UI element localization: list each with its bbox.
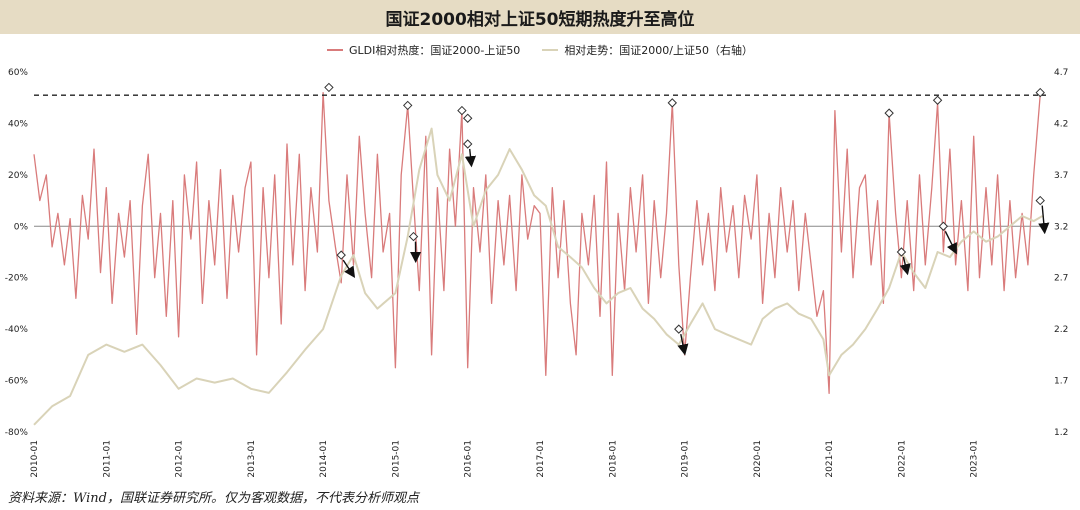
legend-swatch-relative bbox=[542, 49, 559, 51]
legend: GLDI相对热度：国证2000-上证50 相对走势：国证2000/上证50（右轴… bbox=[0, 42, 1080, 58]
trough-marker bbox=[408, 231, 419, 242]
chart-svg: 60% 40% 20% 0% -20% -40% -60% -80% 4.7 4.2 3.7 3.2 2… bbox=[5, 68, 1069, 478]
trough-marker bbox=[336, 250, 346, 260]
x-axis-tick-label: 2023-01 bbox=[970, 440, 980, 478]
peak-marker bbox=[324, 82, 334, 93]
trough-arrow bbox=[944, 230, 957, 255]
trough-arrow bbox=[677, 334, 689, 356]
left-axis-tick-label: 0% bbox=[14, 222, 29, 232]
left-axis-tick-label: -80% bbox=[5, 428, 29, 438]
peak-marker bbox=[403, 100, 413, 111]
x-axis-tick-label: 2016-01 bbox=[464, 440, 474, 478]
x-axis-tick-label: 2011-01 bbox=[102, 440, 112, 478]
series-line-gldi bbox=[33, 91, 1041, 395]
right-axis-tick-label: 3.7 bbox=[1054, 171, 1068, 181]
trough-marker bbox=[674, 324, 684, 334]
right-axis-tick-label: 2.7 bbox=[1054, 274, 1068, 284]
peak-marker bbox=[667, 98, 677, 108]
trough-marker bbox=[463, 139, 473, 149]
left-axis-tick-label: 60% bbox=[8, 68, 28, 78]
left-axis-tick-label: -20% bbox=[5, 274, 29, 284]
x-axis-tick-label: 2014-01 bbox=[319, 440, 329, 478]
trough-arrow bbox=[1038, 205, 1050, 235]
x-axis-tick-label: 2015-01 bbox=[391, 440, 401, 478]
x-axis-tick-label: 2013-01 bbox=[247, 440, 257, 478]
right-axis-tick-label: 3.2 bbox=[1054, 222, 1068, 232]
trough-arrow bbox=[464, 148, 477, 168]
x-axis-tick-label: 2021-01 bbox=[825, 440, 835, 478]
left-axis-tick-label: 20% bbox=[8, 171, 28, 181]
x-axis-tick-label: 2018-01 bbox=[608, 440, 618, 478]
trough-marker bbox=[1035, 195, 1045, 206]
left-axis-tick-label: -40% bbox=[5, 325, 29, 335]
right-axis-tick-label: 1.2 bbox=[1054, 428, 1068, 438]
left-axis-tick-label: -60% bbox=[5, 377, 29, 387]
x-axis-tick-label: 2020-01 bbox=[753, 440, 763, 478]
legend-item-relative: 相对走势：国证2000/上证50（右轴） bbox=[542, 42, 753, 58]
legend-label-relative: 相对走势：国证2000/上证50（右轴） bbox=[564, 44, 754, 57]
x-axis-tick-label: 2022-01 bbox=[897, 440, 907, 478]
trough-marker bbox=[938, 221, 949, 231]
trough-arrow bbox=[342, 259, 356, 278]
peak-marker bbox=[932, 95, 943, 105]
right-axis-tick-label: 1.7 bbox=[1054, 377, 1068, 387]
right-axis-tick-label: 4.2 bbox=[1054, 119, 1068, 129]
trough-arrow bbox=[899, 256, 911, 276]
source-note: 资料来源：Wind，国联证券研究所。仅为客观数据，不代表分析师观点 bbox=[8, 491, 419, 506]
right-axis-tick-label: 2.2 bbox=[1054, 325, 1068, 335]
x-axis-tick-label: 2019-01 bbox=[681, 440, 691, 478]
right-axis-tick-label: 4.7 bbox=[1054, 68, 1068, 78]
x-axis-tick-label: 2012-01 bbox=[175, 440, 185, 478]
peak-marker bbox=[457, 105, 467, 116]
x-axis-tick-label: 2010-01 bbox=[30, 440, 40, 478]
legend-swatch-gldi bbox=[326, 49, 343, 51]
peak-marker bbox=[884, 108, 894, 118]
peak-marker bbox=[1035, 87, 1045, 98]
chart-title: 国证2000相对上证50短期热度升至高位 bbox=[385, 9, 695, 30]
legend-item-gldi: GLDI相对热度：国证2000-上证50 bbox=[326, 42, 521, 58]
series-line-relative bbox=[33, 127, 1043, 426]
peak-marker bbox=[463, 113, 473, 123]
legend-label-gldi: GLDI相对热度：国证2000-上证50 bbox=[348, 44, 521, 57]
x-axis-tick-label: 2017-01 bbox=[536, 440, 546, 478]
trough-marker bbox=[896, 247, 907, 257]
title-bar: 国证2000相对上证50短期热度升至高位 bbox=[0, 0, 1080, 34]
left-axis-tick-label: 40% bbox=[8, 119, 28, 129]
